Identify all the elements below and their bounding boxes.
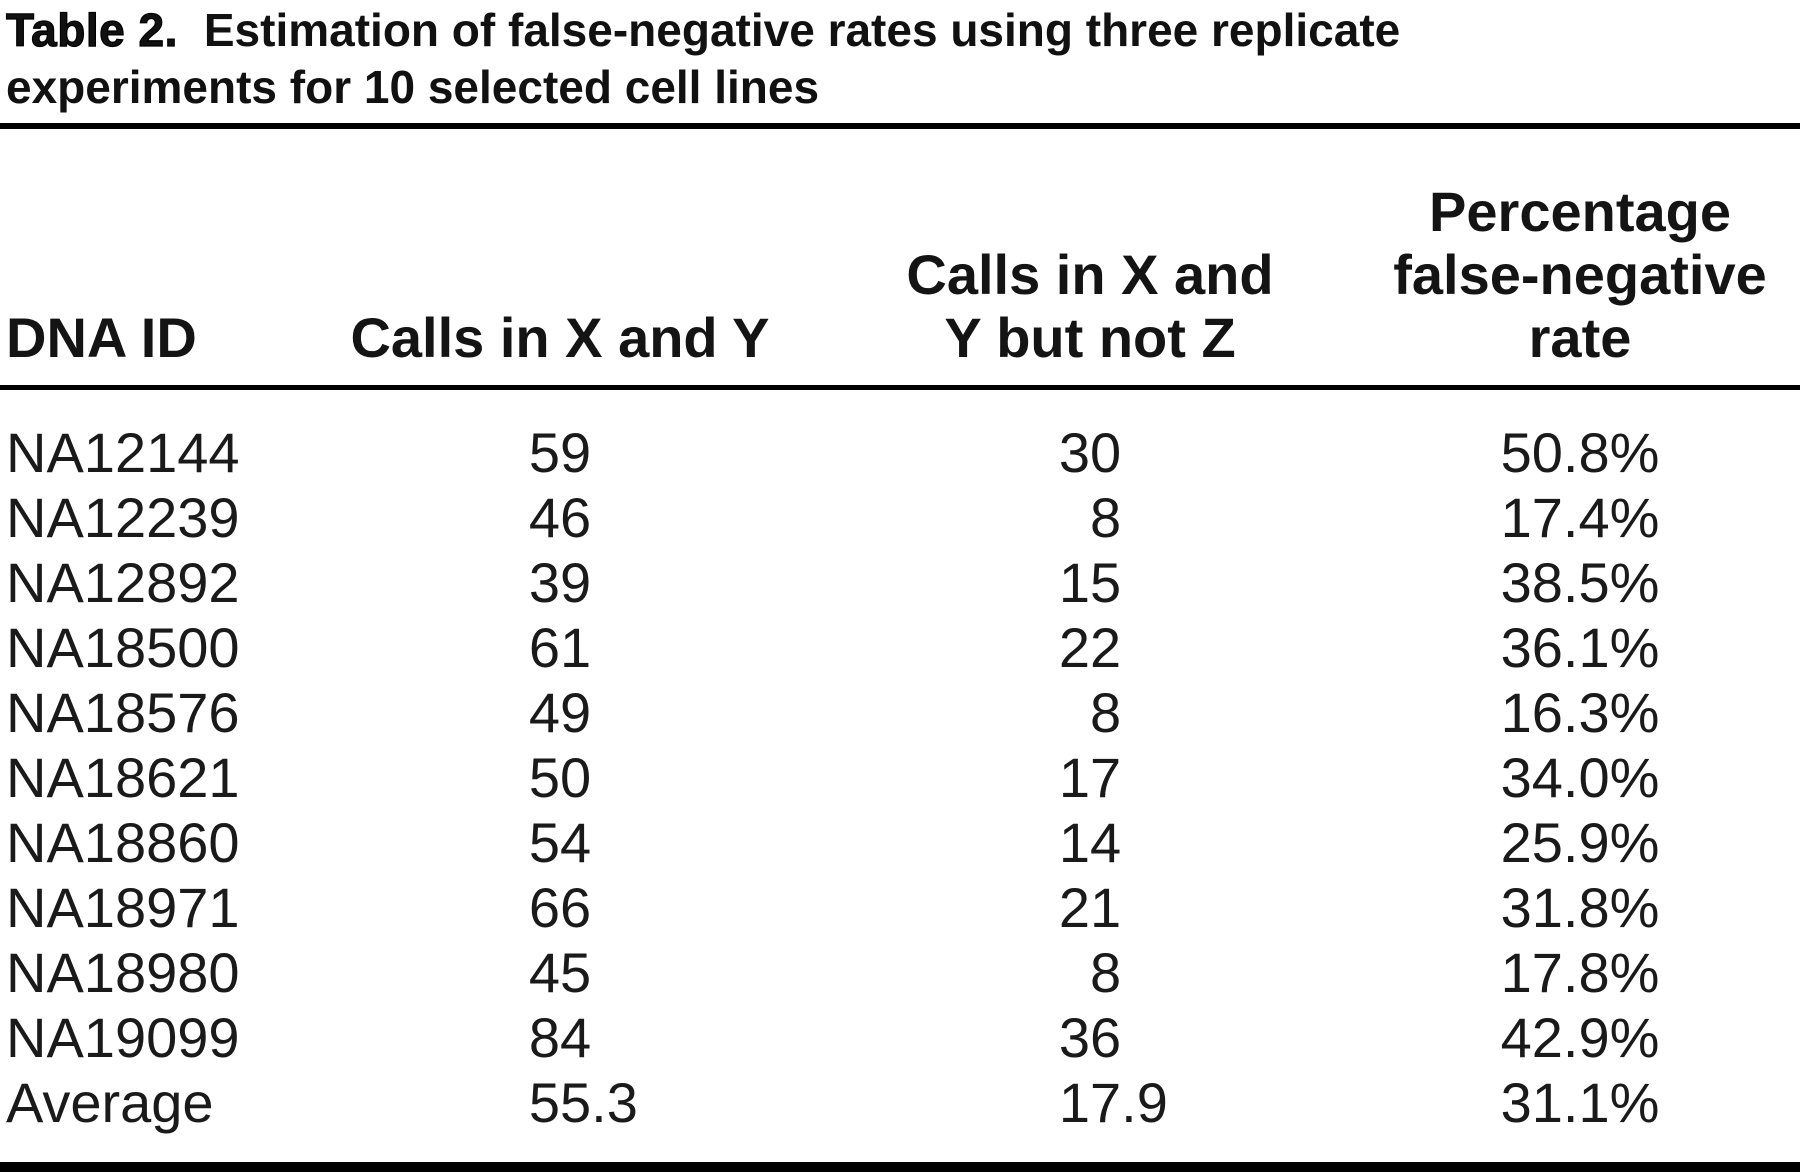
calls-x-y-not-z-value: 15 [1058,551,1122,614]
calls-x-y-value: 61 [528,616,592,679]
column-header-calls-in-x-and-y-but-not-z: Calls in X and Y but not Z [906,243,1274,369]
cell-dna-id: NA18621 [6,746,240,809]
cell-calls-in-x-and-y: 50 [300,745,820,810]
cell-dna-id: NA19099 [6,1006,240,1069]
calls-x-y-value: 55.3 [528,1071,638,1134]
cell-calls-in-x-and-y-but-not-z: 17 [820,745,1360,810]
cell-percentage-false-negative-rate: 36.1% [1500,616,1660,679]
cell-calls-in-x-and-y-but-not-z: 36 [820,1005,1360,1070]
calls-x-y-value: 46 [528,486,592,549]
calls-x-y-not-z-value: 8 [1089,486,1122,549]
calls-x-y-not-z-value: 8 [1089,681,1122,744]
table-row: NA19099 84 36 42.9% [0,1005,1800,1070]
cell-calls-in-x-and-y-but-not-z: 15 [820,550,1360,615]
table-row: NA18576 49 8 16.3% [0,680,1800,745]
cell-percentage-false-negative-rate: 42.9% [1500,1006,1660,1069]
table-header-row: DNA ID Calls in X and Y Calls in X and Y… [0,129,1800,388]
cell-calls-in-x-and-y: 49 [300,680,820,745]
cell-calls-in-x-and-y: 59 [300,388,820,486]
cell-calls-in-x-and-y-but-not-z: 8 [820,940,1360,1005]
cell-dna-id: NA12144 [6,421,240,484]
calls-x-y-value: 45 [528,941,592,1004]
calls-x-y-not-z-value: 30 [1058,421,1122,484]
table-caption: Table 2. Estimation of false-negative rat… [5,2,1666,116]
top-rule [0,123,1800,129]
cell-calls-in-x-and-y: 61 [300,615,820,680]
cell-dna-id: NA18500 [6,616,240,679]
cell-percentage-false-negative-rate: 50.8% [1500,421,1660,484]
table-row: NA18980 45 8 17.8% [0,940,1800,1005]
cell-percentage-false-negative-rate: 17.4% [1500,486,1660,549]
cell-calls-in-x-and-y-but-not-z: 22 [820,615,1360,680]
table-row: NA12892 39 15 38.5% [0,550,1800,615]
cell-dna-id: NA18860 [6,811,240,874]
calls-x-y-not-z-value: 14 [1058,811,1122,874]
table-row: NA18971 66 21 31.8% [0,875,1800,940]
table-row: NA18621 50 17 34.0% [0,745,1800,810]
cell-percentage-false-negative-rate: 16.3% [1500,681,1660,744]
false-negative-rates-table: DNA ID Calls in X and Y Calls in X and Y… [0,129,1800,1135]
cell-calls-in-x-and-y: 84 [300,1005,820,1070]
cell-calls-in-x-and-y: 45 [300,940,820,1005]
table-body: NA12144 59 30 50.8% NA12239 46 8 17.4% N… [0,388,1800,1136]
cell-calls-in-x-and-y-but-not-z: 14 [820,810,1360,875]
cell-dna-id: NA18576 [6,681,240,744]
cell-calls-in-x-and-y-but-not-z: 17.9 [820,1070,1360,1135]
cell-percentage-false-negative-rate: 25.9% [1500,811,1660,874]
cell-dna-id: NA12892 [6,551,240,614]
table-number-label: Table 2. [5,3,178,56]
cell-percentage-false-negative-rate: 38.5% [1500,551,1660,614]
calls-x-y-value: 50 [528,746,592,809]
cell-calls-in-x-and-y: 39 [300,550,820,615]
cell-dna-id: NA18980 [6,941,240,1004]
cell-calls-in-x-and-y: 55.3 [300,1070,820,1135]
calls-x-y-value: 39 [528,551,592,614]
bottom-rule [0,1162,1800,1172]
table-caption-text: Estimation of false-negative rates using… [6,4,1401,113]
cell-percentage-false-negative-rate: 31.1% [1500,1071,1660,1134]
calls-x-y-value: 54 [528,811,592,874]
cell-dna-id: Average [6,1071,214,1134]
cell-dna-id: NA12239 [6,486,240,549]
table-row: Average 55.3 17.9 31.1% [0,1070,1800,1135]
cell-calls-in-x-and-y: 66 [300,875,820,940]
table-row: NA18500 61 22 36.1% [0,615,1800,680]
cell-calls-in-x-and-y-but-not-z: 8 [820,680,1360,745]
cell-percentage-false-negative-rate: 34.0% [1500,746,1660,809]
column-header-calls-in-x-and-y: Calls in X and Y [350,306,770,369]
table-row: NA12144 59 30 50.8% [0,388,1800,486]
calls-x-y-not-z-value: 8 [1089,941,1122,1004]
calls-x-y-not-z-value: 36 [1058,1006,1122,1069]
calls-x-y-not-z-value: 17.9 [1058,1071,1168,1134]
column-header-percentage-false-negative-rate: Percentage false-negative rate [1393,180,1767,369]
table-row: NA12239 46 8 17.4% [0,485,1800,550]
cell-calls-in-x-and-y-but-not-z: 21 [820,875,1360,940]
cell-calls-in-x-and-y-but-not-z: 8 [820,485,1360,550]
cell-calls-in-x-and-y: 46 [300,485,820,550]
calls-x-y-not-z-value: 22 [1058,616,1122,679]
table-row: NA18860 54 14 25.9% [0,810,1800,875]
cell-calls-in-x-and-y: 54 [300,810,820,875]
cell-dna-id: NA18971 [6,876,240,939]
cell-calls-in-x-and-y-but-not-z: 30 [820,388,1360,486]
calls-x-y-value: 49 [528,681,592,744]
column-header-dna-id: DNA ID [6,306,197,369]
cell-percentage-false-negative-rate: 17.8% [1500,941,1660,1004]
calls-x-y-value: 84 [528,1006,592,1069]
cell-percentage-false-negative-rate: 31.8% [1500,876,1660,939]
calls-x-y-not-z-value: 21 [1058,876,1122,939]
calls-x-y-not-z-value: 17 [1058,746,1122,809]
calls-x-y-value: 66 [528,876,592,939]
calls-x-y-value: 59 [528,421,592,484]
